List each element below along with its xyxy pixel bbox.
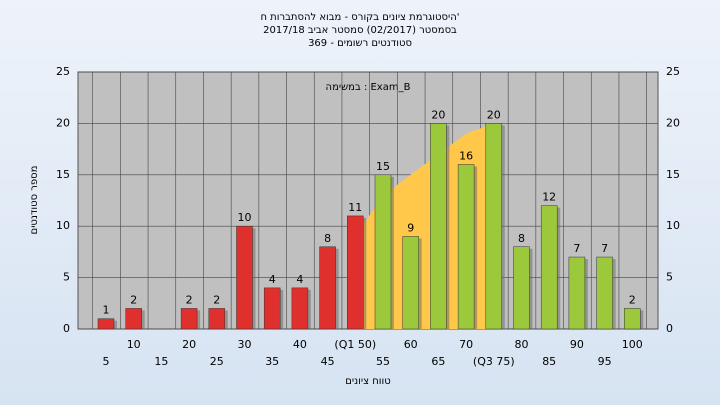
y2-tick-label: 10 <box>666 219 680 232</box>
y-tick-label: 20 <box>56 116 70 129</box>
y-tick-label: 5 <box>63 271 70 284</box>
bar <box>624 308 641 330</box>
x-tick-label: (Q3 75) <box>473 355 515 368</box>
bar <box>568 256 586 330</box>
x-tick-label: 30 <box>238 338 252 351</box>
value-label: 20 <box>431 108 445 121</box>
value-label: 4 <box>296 273 303 286</box>
title-line: בסמסטר (02/2017) סמסטר אביב 2017/18 <box>263 25 457 36</box>
value-label: 9 <box>407 221 414 234</box>
x-tick-label: 60 <box>404 338 418 351</box>
y2-tick-label: 15 <box>666 168 680 181</box>
y-tick-label: 0 <box>63 322 70 335</box>
y2-tick-label: 5 <box>666 271 673 284</box>
x-tick-label: 15 <box>154 355 168 368</box>
bar <box>180 308 198 330</box>
annotation: במשימה : Exam_B <box>326 82 411 93</box>
x-tick-label: 70 <box>459 338 473 351</box>
bar <box>236 225 253 330</box>
value-label: 10 <box>238 211 252 224</box>
bar <box>291 287 309 330</box>
value-label: 7 <box>601 242 608 255</box>
bar <box>319 246 336 330</box>
value-label: 16 <box>459 150 473 163</box>
value-label: 4 <box>269 273 276 286</box>
x-tick-label: 40 <box>293 338 307 351</box>
value-label: 2 <box>186 293 193 306</box>
value-label: 15 <box>376 160 390 173</box>
x-tick-label: 90 <box>570 338 584 351</box>
x-axis-label: טווח ציונים <box>345 376 390 387</box>
bar <box>97 318 115 330</box>
value-label: 11 <box>348 201 362 214</box>
value-label: 8 <box>324 232 331 245</box>
x-tick-label: 20 <box>182 338 196 351</box>
bar <box>347 215 364 330</box>
bar <box>596 256 613 330</box>
x-tick-label: 95 <box>598 355 612 368</box>
bar <box>485 123 503 330</box>
title-line: 'היסטוגרמת ציונים בקורס - מבוא להסתברות … <box>260 12 459 23</box>
value-label: 20 <box>487 108 501 121</box>
x-tick-label: 80 <box>515 338 529 351</box>
bar <box>125 308 142 330</box>
x-tick-label: 25 <box>210 355 224 368</box>
y-tick-label: 25 <box>56 65 70 78</box>
value-label: 2 <box>629 293 636 306</box>
y2-tick-label: 0 <box>666 322 673 335</box>
value-label: 12 <box>542 191 556 204</box>
bar <box>374 174 392 330</box>
x-tick-label: 45 <box>321 355 335 368</box>
value-label: 1 <box>103 304 110 317</box>
x-tick-label: 5 <box>103 355 110 368</box>
y2-tick-label: 20 <box>666 116 680 129</box>
value-label: 8 <box>518 232 525 245</box>
y-tick-label: 10 <box>56 219 70 232</box>
value-label: 2 <box>130 293 137 306</box>
bar <box>402 236 419 330</box>
x-tick-label: 100 <box>622 338 643 351</box>
x-tick-label: 35 <box>265 355 279 368</box>
x-tick-label: 55 <box>376 355 390 368</box>
title-line: סטודנטים רשומים - 369 <box>308 38 412 49</box>
y-tick-label: 15 <box>56 168 70 181</box>
bar <box>263 287 281 330</box>
bar <box>540 205 558 330</box>
y-axis-label: מספר סטודנטים <box>29 166 40 235</box>
x-tick-label: 65 <box>431 355 445 368</box>
value-label: 2 <box>213 293 220 306</box>
y2-tick-label: 25 <box>666 65 680 78</box>
value-label: 7 <box>573 242 580 255</box>
bar <box>430 123 447 330</box>
bar <box>513 246 530 330</box>
x-tick-label: (Q1 50) <box>334 338 376 351</box>
bar <box>208 308 226 330</box>
x-tick-label: 85 <box>542 355 556 368</box>
x-tick-label: 10 <box>127 338 141 351</box>
bar <box>457 164 475 330</box>
